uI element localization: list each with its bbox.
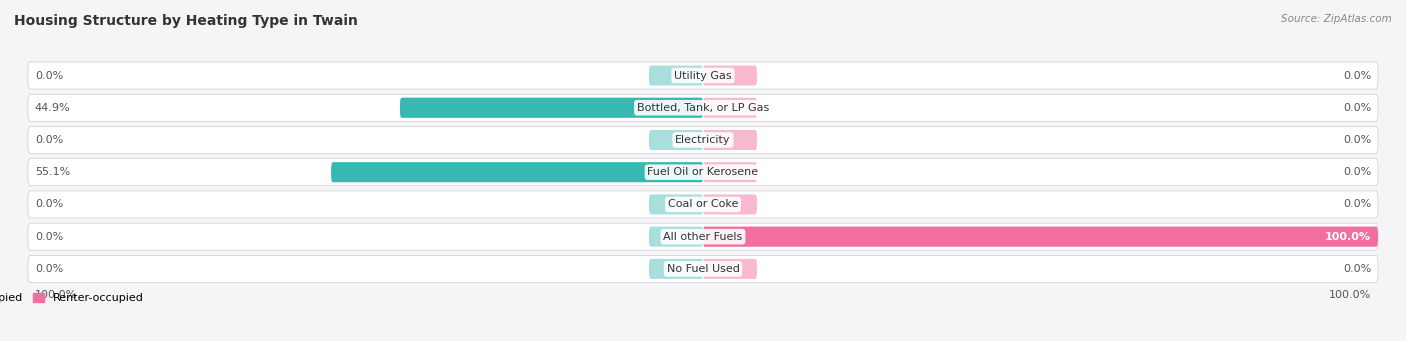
FancyBboxPatch shape <box>28 94 1378 121</box>
FancyBboxPatch shape <box>703 98 756 118</box>
Text: 0.0%: 0.0% <box>1343 264 1371 274</box>
FancyBboxPatch shape <box>28 191 1378 218</box>
FancyBboxPatch shape <box>650 65 703 86</box>
FancyBboxPatch shape <box>703 227 1378 247</box>
Text: 0.0%: 0.0% <box>1343 167 1371 177</box>
Text: Fuel Oil or Kerosene: Fuel Oil or Kerosene <box>647 167 759 177</box>
Text: 0.0%: 0.0% <box>35 232 63 242</box>
Text: 0.0%: 0.0% <box>1343 135 1371 145</box>
FancyBboxPatch shape <box>28 127 1378 153</box>
FancyBboxPatch shape <box>28 62 1378 89</box>
FancyBboxPatch shape <box>28 159 1378 186</box>
FancyBboxPatch shape <box>332 162 703 182</box>
FancyBboxPatch shape <box>28 223 1378 250</box>
FancyBboxPatch shape <box>650 227 703 247</box>
FancyBboxPatch shape <box>650 130 703 150</box>
FancyBboxPatch shape <box>703 259 756 279</box>
Text: 100.0%: 100.0% <box>1329 290 1371 300</box>
Text: 0.0%: 0.0% <box>35 199 63 209</box>
Text: Utility Gas: Utility Gas <box>675 71 731 80</box>
Text: Electricity: Electricity <box>675 135 731 145</box>
Text: Housing Structure by Heating Type in Twain: Housing Structure by Heating Type in Twa… <box>14 14 359 28</box>
Text: Bottled, Tank, or LP Gas: Bottled, Tank, or LP Gas <box>637 103 769 113</box>
Text: 0.0%: 0.0% <box>1343 199 1371 209</box>
Text: 0.0%: 0.0% <box>35 135 63 145</box>
Text: 100.0%: 100.0% <box>35 290 77 300</box>
Text: 0.0%: 0.0% <box>35 71 63 80</box>
Text: 55.1%: 55.1% <box>35 167 70 177</box>
Text: 0.0%: 0.0% <box>1343 103 1371 113</box>
Text: 100.0%: 100.0% <box>1324 232 1371 242</box>
FancyBboxPatch shape <box>332 162 703 182</box>
FancyBboxPatch shape <box>28 255 1378 282</box>
FancyBboxPatch shape <box>399 98 703 118</box>
FancyBboxPatch shape <box>703 162 756 182</box>
FancyBboxPatch shape <box>399 98 703 118</box>
Legend: Owner-occupied, Renter-occupied: Owner-occupied, Renter-occupied <box>0 293 145 303</box>
Text: All other Fuels: All other Fuels <box>664 232 742 242</box>
Text: Source: ZipAtlas.com: Source: ZipAtlas.com <box>1281 14 1392 24</box>
FancyBboxPatch shape <box>703 130 756 150</box>
Text: No Fuel Used: No Fuel Used <box>666 264 740 274</box>
Text: Coal or Coke: Coal or Coke <box>668 199 738 209</box>
FancyBboxPatch shape <box>703 194 756 214</box>
FancyBboxPatch shape <box>650 194 703 214</box>
FancyBboxPatch shape <box>703 65 756 86</box>
Text: 0.0%: 0.0% <box>1343 71 1371 80</box>
FancyBboxPatch shape <box>703 227 1378 247</box>
Text: 44.9%: 44.9% <box>35 103 70 113</box>
Text: 0.0%: 0.0% <box>35 264 63 274</box>
FancyBboxPatch shape <box>650 259 703 279</box>
